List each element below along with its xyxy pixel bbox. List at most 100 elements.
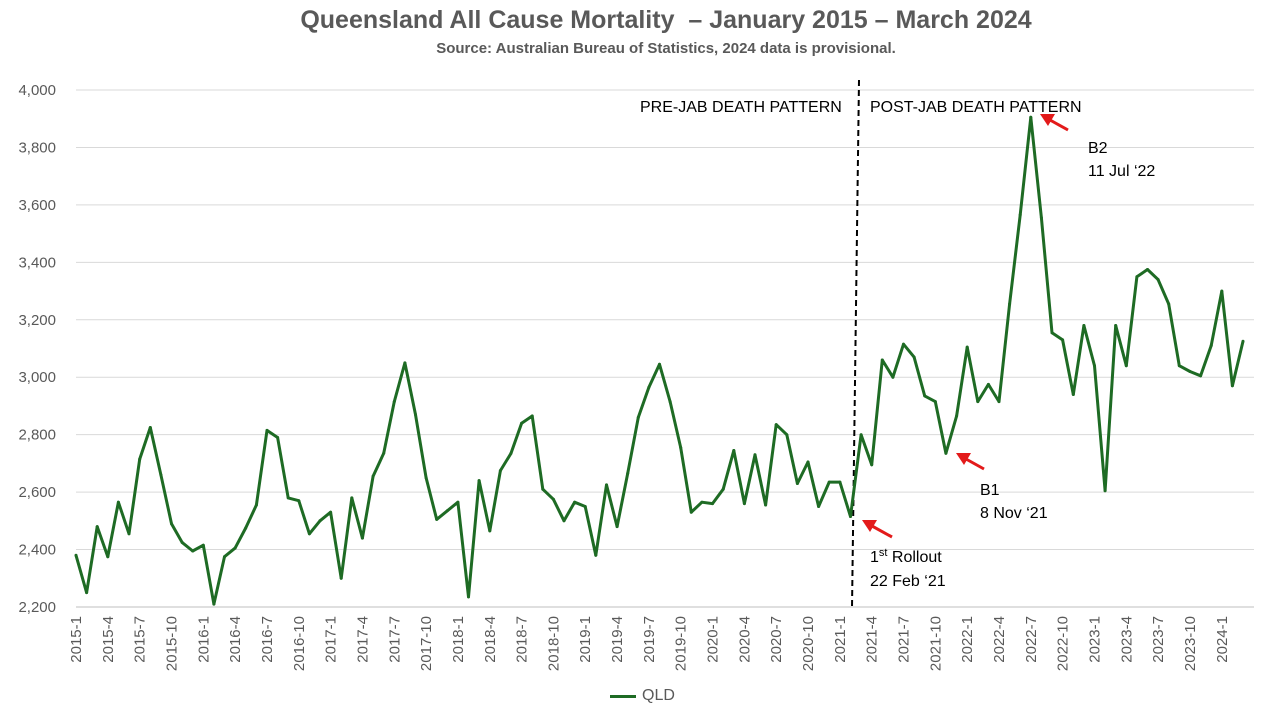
x-tick-label: 2022-4 (991, 616, 1008, 663)
data-point (1199, 374, 1203, 378)
x-tick-label: 2018-4 (482, 616, 499, 663)
b1-label: B1 (980, 482, 1000, 499)
data-point (700, 500, 704, 504)
x-tick-label: 2018-10 (545, 616, 562, 671)
data-point (1188, 370, 1192, 373)
x-tick-label: 2023-4 (1118, 616, 1135, 663)
x-tick-label: 2017-10 (418, 616, 435, 671)
data-point (986, 382, 990, 386)
rollout-label: 1st Rollout (870, 547, 942, 566)
gridlines (76, 89, 1254, 608)
x-tick-label: 2020-4 (736, 616, 753, 663)
data-point (1124, 364, 1128, 368)
x-tick-label: 2024-1 (1214, 616, 1231, 663)
data-point (933, 400, 937, 404)
data-point (477, 479, 481, 483)
data-point (1103, 489, 1107, 493)
data-point (732, 449, 736, 452)
data-point (498, 469, 502, 473)
data-point (488, 529, 492, 533)
data-point (1156, 278, 1160, 282)
y-tick-label: 2,400 (18, 542, 56, 559)
data-point (594, 553, 598, 557)
data-point (573, 500, 577, 504)
data-point (880, 358, 884, 362)
data-point (615, 525, 619, 529)
data-point (435, 517, 439, 521)
data-point (753, 453, 757, 457)
y-tick-label: 3,600 (18, 197, 56, 214)
data-point (870, 463, 874, 467)
data-point (817, 505, 821, 508)
series-line-qld (74, 115, 1245, 606)
x-tick-label: 2017-7 (386, 616, 403, 663)
data-point (286, 496, 290, 500)
data-point (1177, 364, 1181, 368)
x-tick-label: 2015-1 (68, 616, 85, 663)
chart-subtitle: Source: Australian Bureau of Statistics,… (436, 40, 896, 57)
b2-arrow-icon (1040, 114, 1069, 132)
b2-date: 11 Jul ‘22 (1088, 163, 1155, 180)
data-point (562, 519, 566, 523)
x-tick-label: 2016-4 (227, 616, 244, 663)
x-tick-label: 2015-10 (163, 616, 180, 671)
data-points (74, 115, 1245, 606)
data-point (1209, 344, 1213, 348)
x-tick-label: 2017-1 (323, 616, 340, 663)
data-point (445, 509, 449, 513)
data-point (1167, 302, 1171, 306)
data-point (170, 522, 173, 526)
rollout-label-text: Rollout (887, 549, 942, 566)
x-tick-label: 2015-7 (132, 616, 149, 663)
data-point (1082, 324, 1086, 327)
data-point (360, 536, 364, 540)
x-tick-label: 2019-1 (577, 616, 594, 663)
data-point (1241, 339, 1245, 343)
data-point (1071, 393, 1075, 396)
data-point (520, 421, 524, 425)
data-point (138, 457, 142, 461)
data-point (849, 515, 852, 518)
data-point (95, 525, 99, 529)
rollout-label-superscript: st (879, 547, 888, 559)
data-point (85, 591, 89, 595)
data-point (116, 500, 120, 504)
data-point (721, 487, 725, 491)
data-point (339, 576, 343, 580)
data-point (795, 482, 799, 485)
data-point (1114, 324, 1118, 327)
data-point (583, 505, 587, 508)
y-axis-ticks: 2,200 2,400 2,600 2,800 3,000 3,200 3,400 3,600… (18, 82, 56, 616)
data-point (955, 414, 959, 418)
data-point (965, 345, 969, 349)
x-tick-label: 2023-1 (1086, 616, 1103, 663)
data-point (944, 451, 948, 455)
data-point (626, 471, 630, 475)
data-point (891, 375, 895, 379)
x-tick-label: 2019-10 (673, 616, 690, 671)
rollout-divider-line (851, 79, 860, 609)
x-tick-label: 2021-1 (832, 616, 849, 663)
data-point (689, 510, 693, 514)
data-point (297, 499, 301, 503)
x-tick-label: 2016-1 (195, 616, 212, 663)
data-point (180, 540, 184, 544)
post-jab-label: POST-JAB DEATH PATTERN (870, 99, 1082, 116)
data-point (148, 426, 152, 429)
data-point (902, 342, 905, 346)
data-point (1146, 268, 1149, 271)
data-point (201, 543, 205, 547)
y-tick-label: 2,600 (18, 484, 56, 501)
data-point (127, 532, 131, 536)
x-tick-label: 2018-1 (450, 616, 467, 663)
y-tick-label: 4,000 (18, 82, 56, 99)
data-point (774, 423, 778, 427)
data-point (658, 362, 661, 366)
data-point (1018, 213, 1022, 217)
data-point (541, 487, 545, 491)
x-tick-label: 2023-7 (1150, 616, 1167, 663)
data-point (806, 460, 810, 464)
data-point (276, 436, 280, 439)
data-point (679, 446, 683, 450)
